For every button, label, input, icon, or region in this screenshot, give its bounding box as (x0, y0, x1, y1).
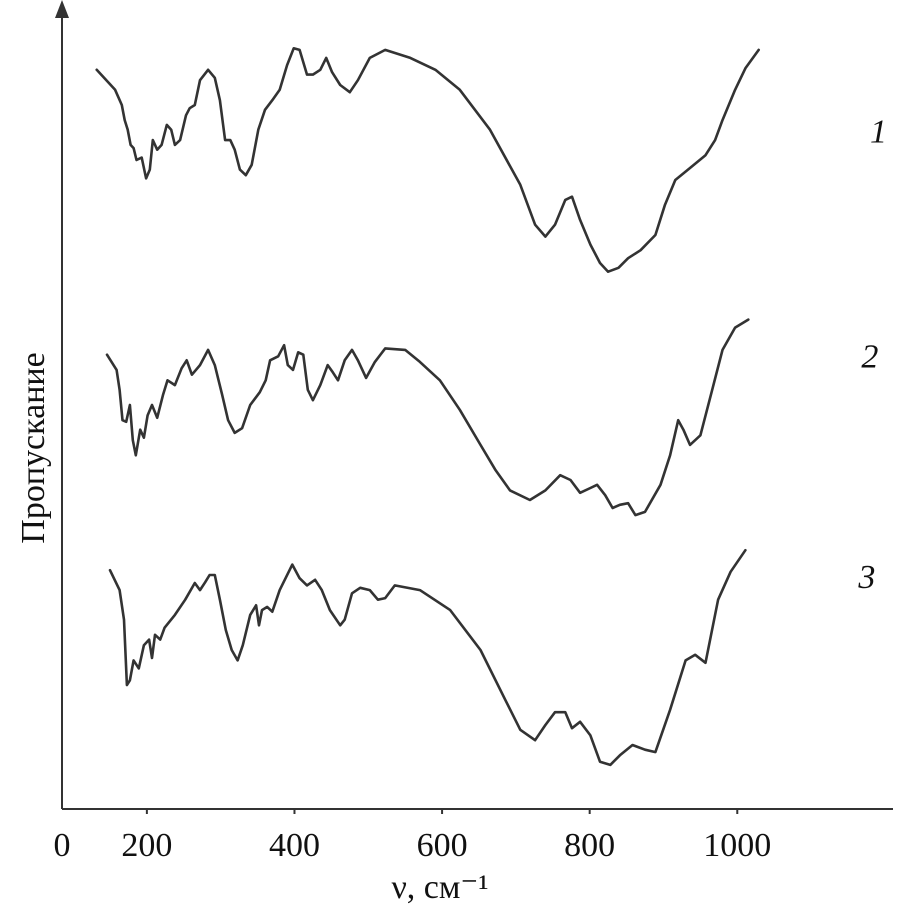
series-label: 2 (861, 339, 878, 376)
x-tick-label: 600 (417, 827, 468, 864)
origin-label: 0 (54, 827, 71, 864)
spectrum-line (105, 318, 750, 517)
spectrum-line (95, 47, 760, 273)
y-axis-label: Пропускание (15, 352, 52, 543)
x-tick-label: 200 (121, 827, 172, 864)
x-tick-label: 1000 (703, 827, 771, 864)
x-axis-label: ν, см⁻¹ (391, 869, 488, 906)
series-label: 1 (870, 114, 887, 151)
x-tick-label: 800 (564, 827, 615, 864)
spectrum-line (108, 548, 747, 767)
y-axis-arrow (55, 0, 69, 18)
series-label: 3 (857, 559, 875, 596)
x-tick-label: 400 (269, 827, 320, 864)
